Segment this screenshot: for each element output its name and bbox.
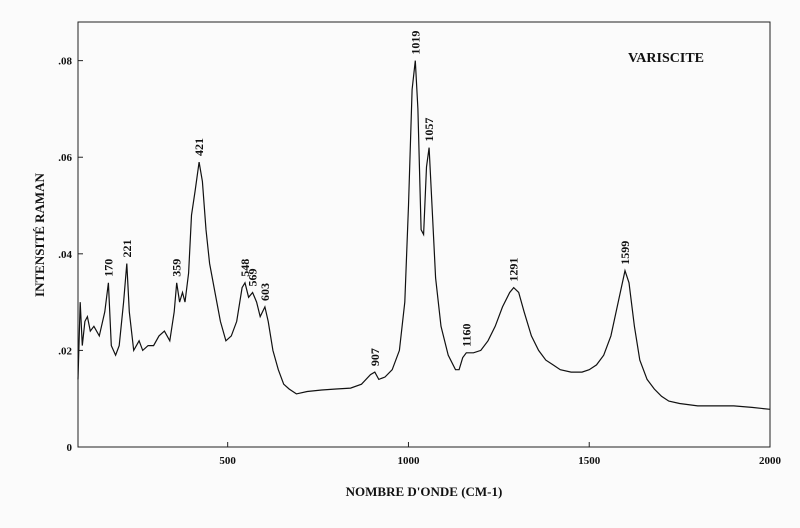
spectrum-line: [77, 60, 771, 410]
peak-label: 1599: [618, 241, 632, 265]
plot-frame: [77, 21, 771, 448]
peak-label: 421: [192, 138, 206, 156]
x-tick-label: 1000: [397, 455, 420, 467]
x-tick-label: 1500: [578, 455, 601, 467]
peak-label: 907: [368, 348, 382, 366]
peak-label: 548: [238, 259, 252, 277]
peak-label: 170: [101, 259, 115, 277]
x-axis-label: NOMBRE D'ONDE (CM-1): [346, 484, 503, 499]
y-tick-label: .08: [58, 56, 72, 68]
peak-label: 359: [170, 259, 184, 277]
y-tick-label: .04: [58, 249, 72, 261]
peak-label: 1019: [408, 31, 422, 55]
x-tick-label: 2000: [759, 455, 782, 467]
peak-label: 1160: [459, 323, 473, 346]
y-tick-label: .02: [58, 345, 72, 357]
peak-label: 603: [258, 283, 272, 301]
peak-label: 1057: [422, 118, 436, 142]
chart-title: VARISCITE: [628, 51, 704, 66]
peak-label: 221: [120, 239, 134, 257]
peak-label: 569: [246, 268, 260, 286]
peak-label: 1291: [507, 258, 521, 282]
y-tick-label: .06: [58, 152, 72, 164]
y-axis-label: INTENSITÉ RAMAN: [32, 172, 47, 296]
y-tick-label: 0: [67, 442, 73, 454]
x-tick-label: 500: [219, 455, 236, 467]
